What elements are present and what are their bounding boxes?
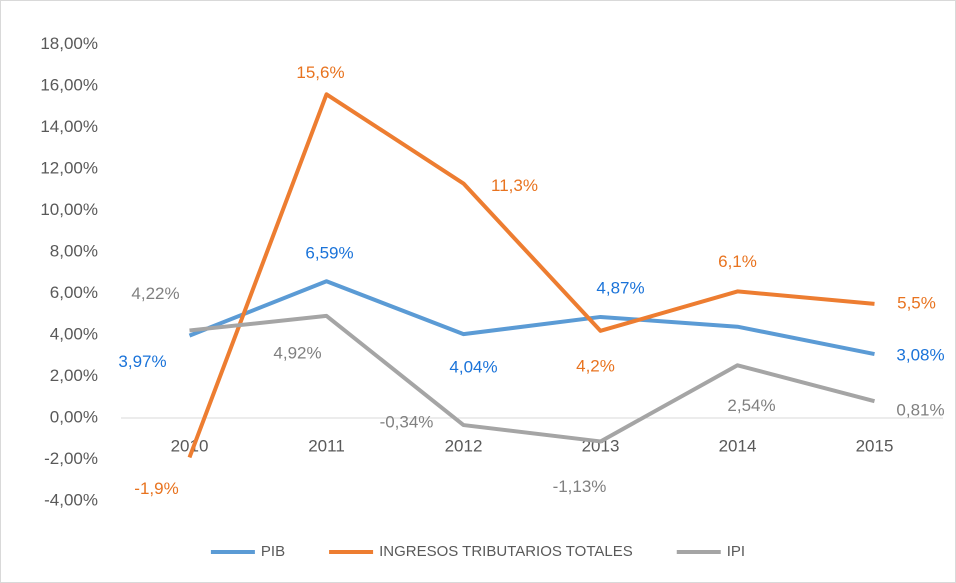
x-tick-label: 2015 (856, 436, 894, 455)
data-label: 4,2% (576, 356, 615, 375)
legend-label: PIB (261, 543, 285, 560)
y-tick-label: 18,00% (40, 34, 98, 53)
data-label: 6,59% (305, 244, 353, 263)
data-label: 2,54% (727, 396, 775, 415)
y-tick-label: 10,00% (40, 200, 98, 219)
legend-label: INGRESOS TRIBUTARIOS TOTALES (379, 543, 633, 560)
data-label: -1,9% (134, 479, 178, 498)
data-label: -0,34% (380, 413, 434, 432)
data-label: 4,92% (273, 343, 321, 362)
y-tick-label: -4,00% (44, 490, 98, 509)
data-label: 4,87% (596, 278, 644, 297)
y-tick-label: 2,00% (50, 366, 98, 385)
y-tick-label: 6,00% (50, 283, 98, 302)
y-tick-label: 16,00% (40, 75, 98, 94)
y-tick-label: -2,00% (44, 449, 98, 468)
data-label: 3,97% (118, 352, 166, 371)
y-tick-label: 12,00% (40, 158, 98, 177)
line-series (188, 279, 875, 357)
data-label: 15,6% (296, 63, 344, 82)
data-label: -1,13% (553, 477, 607, 496)
x-tick-label: 2012 (445, 436, 483, 455)
y-tick-label: 0,00% (50, 407, 98, 426)
data-label: 0,81% (896, 401, 944, 420)
y-tick-label: 14,00% (40, 117, 98, 136)
legend-label: IPI (727, 543, 745, 560)
data-label: 6,1% (718, 252, 757, 271)
data-label: 4,04% (449, 358, 497, 377)
line-series (189, 313, 876, 444)
x-tick-label: 2014 (719, 436, 757, 455)
y-tick-label: 8,00% (50, 241, 98, 260)
y-tick-label: 4,00% (50, 324, 98, 343)
data-label: 4,22% (131, 284, 179, 303)
data-label: 3,08% (896, 346, 944, 365)
data-label: 5,5% (897, 293, 936, 312)
data-label: 11,3% (491, 176, 538, 195)
x-tick-label: 2011 (308, 436, 345, 455)
line-series (187, 92, 875, 459)
x-tick-label: 2010 (171, 436, 209, 455)
